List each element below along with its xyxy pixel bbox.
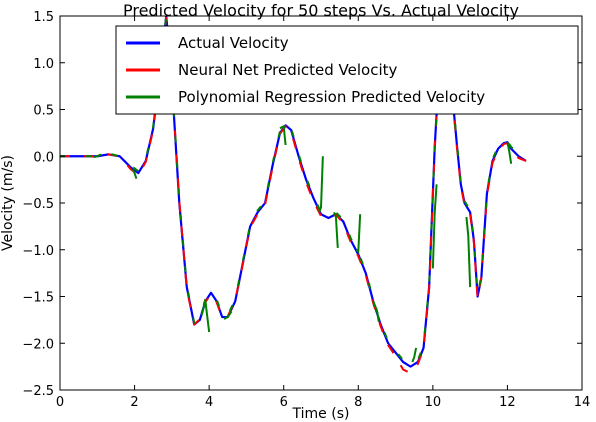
chart-title: Predicted Velocity for 50 steps Vs. Actu… bbox=[123, 1, 519, 20]
x-tick-label: 14 bbox=[574, 395, 591, 410]
legend: Actual Velocity Neural Net Predicted Velo… bbox=[115, 25, 579, 115]
polynomial-prediction-segment bbox=[93, 153, 102, 159]
x-tick-label: 4 bbox=[205, 395, 213, 410]
x-tick-label: 2 bbox=[130, 395, 138, 410]
y-tick-label: −1.0 bbox=[22, 244, 54, 259]
polynomial-prediction-segment bbox=[372, 300, 380, 322]
polynomial-prediction-segment bbox=[506, 142, 513, 164]
legend-label: Polynomial Regression Predicted Velocity bbox=[178, 88, 485, 106]
x-tick-label: 8 bbox=[354, 395, 362, 410]
polynomial-prediction-segment bbox=[411, 347, 418, 363]
polynomial-prediction-segment bbox=[333, 211, 339, 248]
y-tick-label: 0.5 bbox=[33, 104, 54, 119]
y-tick-label: 0.0 bbox=[33, 150, 54, 165]
y-tick-label: −2.5 bbox=[22, 384, 54, 399]
polynomial-prediction-segment bbox=[318, 156, 324, 213]
polynomial-prediction-segment bbox=[355, 214, 362, 254]
polynomial-prediction-segment bbox=[131, 168, 138, 180]
x-axis-label: Time (s) bbox=[292, 406, 350, 422]
legend-label: Neural Net Predicted Velocity bbox=[178, 61, 397, 79]
polynomial-prediction-segment bbox=[465, 216, 472, 288]
legend-box bbox=[115, 25, 579, 115]
y-tick-label: 1.0 bbox=[33, 57, 54, 72]
y-tick-label: −1.5 bbox=[22, 291, 54, 306]
legend-label: Actual Velocity bbox=[178, 34, 289, 52]
polynomial-segments bbox=[93, 124, 513, 363]
axis-ticks: 0 2 4 6 8 10 12 14 −2.5 −2.0 −1.5 −1.0 −0.5 0.0 0.5 1.0… bbox=[22, 10, 590, 410]
x-tick-label: 12 bbox=[499, 395, 516, 410]
x-tick-label: 0 bbox=[56, 395, 64, 410]
y-tick-label: −0.5 bbox=[22, 197, 54, 212]
polynomial-prediction-segment bbox=[223, 310, 233, 320]
y-tick-label: 1.5 bbox=[33, 10, 54, 25]
x-tick-label: 10 bbox=[425, 395, 442, 410]
y-axis-label: Velocity (m/s) bbox=[0, 155, 16, 251]
polynomial-prediction-segment bbox=[431, 184, 438, 269]
y-tick-label: −2.0 bbox=[22, 337, 54, 352]
x-tick-label: 6 bbox=[280, 395, 288, 410]
polynomial-prediction-segment bbox=[279, 124, 287, 146]
polynomial-prediction-segment bbox=[200, 300, 211, 333]
